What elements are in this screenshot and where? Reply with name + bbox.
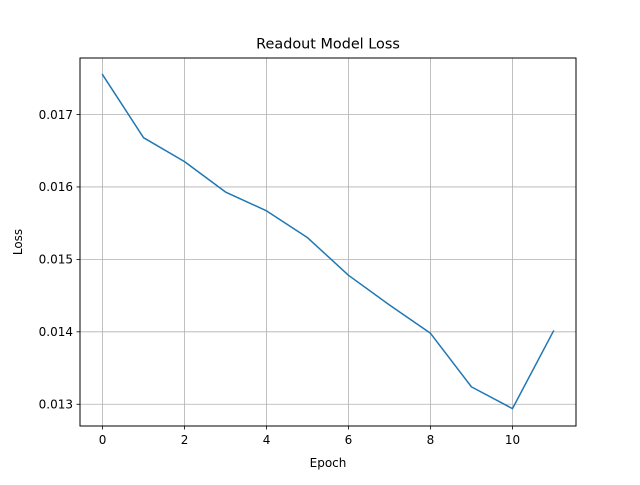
x-axis-ticks: 0 2 4 6 8 10	[99, 426, 520, 447]
loss-data-point	[471, 386, 473, 388]
y-axis-ticks: 0.013 0.014 0.015 0.016 0.017	[39, 108, 80, 412]
x-axis-label: Epoch	[310, 456, 347, 470]
y-tick-label: 0.014	[39, 325, 73, 339]
loss-data-point	[389, 304, 391, 306]
y-tick-label: 0.013	[39, 398, 73, 412]
x-tick-label: 10	[505, 433, 520, 447]
y-axis-label: Loss	[11, 229, 25, 255]
loss-data-point	[430, 333, 432, 335]
loss-data-point	[225, 191, 227, 193]
x-tick-label: 4	[263, 433, 271, 447]
loss-data-point	[512, 408, 514, 410]
loss-data-point	[553, 330, 555, 332]
plot-area-frame	[79, 57, 577, 427]
loss-data-point	[307, 237, 309, 239]
y-tick-label: 0.016	[39, 180, 73, 194]
loss-data-point	[348, 275, 350, 277]
x-tick-label: 2	[181, 433, 189, 447]
y-tick-label: 0.015	[39, 253, 73, 267]
x-tick-label: 0	[99, 433, 107, 447]
y-tick-label: 0.017	[39, 108, 73, 122]
loss-data-point	[143, 137, 145, 139]
loss-series-line	[101, 73, 555, 410]
series-layer	[101, 73, 555, 410]
loss-data-point	[184, 161, 186, 163]
x-tick-label: 8	[427, 433, 435, 447]
chart-title: Readout Model Loss	[256, 37, 400, 53]
x-tick-label: 6	[345, 433, 353, 447]
loss-data-point	[266, 210, 268, 212]
grid-lines	[80, 58, 576, 426]
loss-data-point	[102, 74, 104, 76]
